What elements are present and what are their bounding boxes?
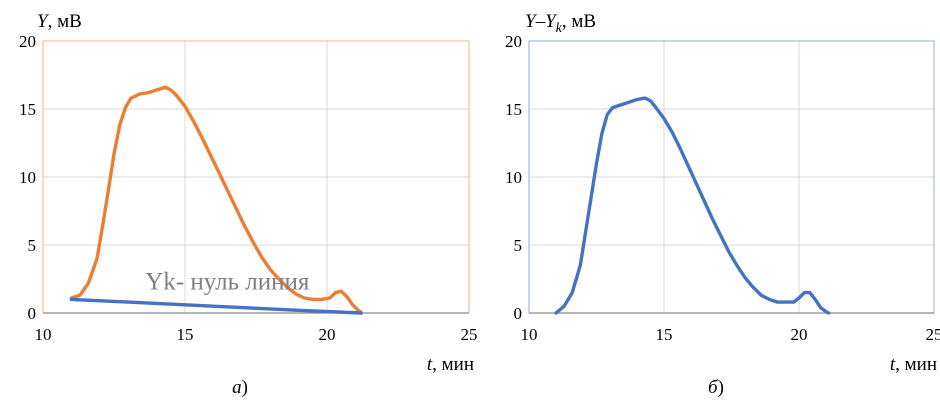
panel-caption-paren: ) (718, 377, 724, 398)
x-tick-label: 15 (177, 325, 194, 344)
x-axis-label: t, мин (427, 354, 474, 375)
series-line (554, 96, 831, 315)
panel-caption: а) (232, 377, 248, 398)
y-tick-label: 0 (514, 304, 523, 323)
x-tick-label: 20 (791, 325, 808, 344)
y-tick-label: 20 (505, 32, 522, 51)
y-tick-label: 15 (505, 100, 522, 119)
y-axis-label-unit: , мВ (562, 11, 596, 32)
y-axis-label-variable: Y–Y (525, 11, 558, 32)
annotation-label: Yk- нуль линия (145, 269, 310, 296)
x-axis-label-unit: , мин (895, 354, 937, 375)
x-axis-label-variable: t (890, 354, 896, 375)
panel-caption-paren: ) (242, 377, 248, 398)
x-tick-label: 10 (521, 325, 538, 344)
panel-caption-letter: б (708, 377, 719, 398)
y-axis-label-subscript: k (556, 21, 563, 36)
y-tick-label: 20 (19, 32, 36, 51)
series-line (69, 85, 363, 314)
y-tick-label: 5 (28, 236, 37, 255)
y-axis-label: Y, мВ (37, 11, 82, 32)
y-tick-label: 10 (505, 168, 522, 187)
x-axis-label: t, мин (890, 354, 937, 375)
x-tick-label: 15 (656, 325, 673, 344)
x-tick-label: 20 (319, 325, 336, 344)
x-axis-label-unit: , мин (432, 354, 474, 375)
y-tick-label: 5 (514, 236, 523, 255)
y-tick-label: 15 (19, 100, 36, 119)
series-line (69, 297, 363, 315)
y-axis-label: Y–Yk, мВ (525, 11, 596, 36)
panel-caption-letter: а (232, 377, 242, 398)
x-tick-label: 25 (926, 325, 940, 344)
panel-caption: б) (708, 377, 724, 398)
y-tick-label: 0 (28, 304, 37, 323)
y-axis-label-unit: , мВ (48, 11, 82, 32)
panel-a-chart: 10 15 20 25 0 5 10 15 20 Yk- нуль линия Y, мВ t, ми… (19, 11, 478, 398)
x-tick-label: 10 (35, 325, 52, 344)
x-axis-label-variable: t (427, 354, 433, 375)
x-tick-label: 25 (461, 325, 478, 344)
y-axis-label-variable: Y (37, 11, 50, 32)
y-tick-label: 10 (19, 168, 36, 187)
